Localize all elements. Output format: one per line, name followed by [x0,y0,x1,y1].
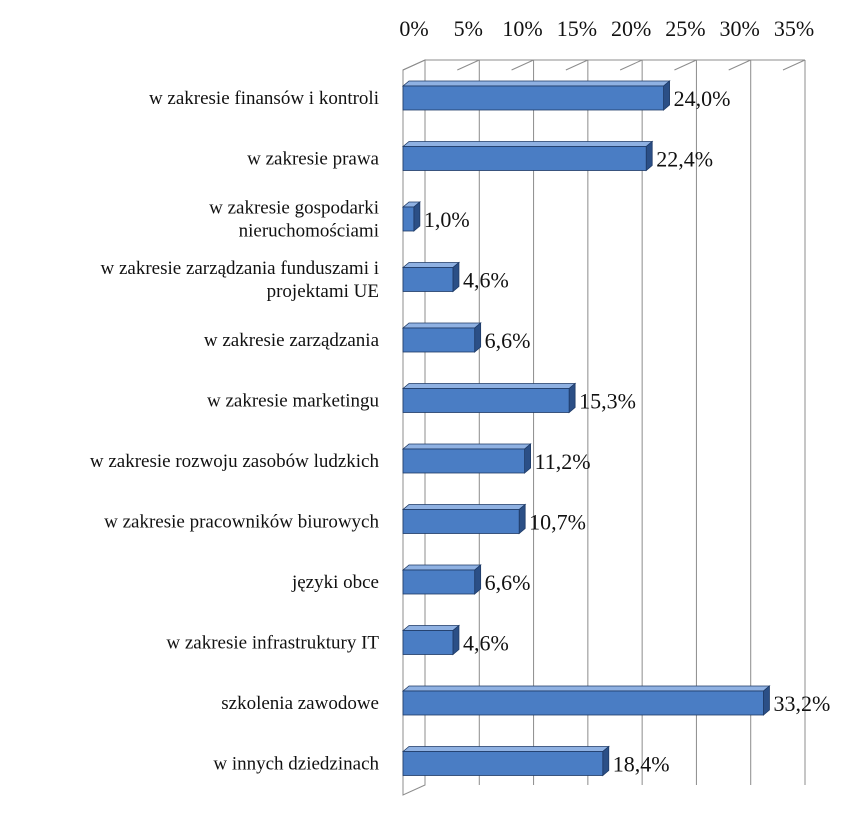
gridline-depth [511,59,534,71]
category-label: w zakresie finansów i kontroli [149,88,379,109]
gridline-depth [674,59,697,71]
category-label: w zakresie gospodarki [209,198,379,219]
bar-top [401,746,610,752]
data-label: 24,0% [674,86,731,111]
bar-side [518,503,526,535]
bar [402,690,764,716]
bar-top [401,322,482,329]
category-label: w zakresie zarządzania funduszami i [100,258,379,279]
category-label: w innych dziedzinach [213,754,379,775]
bar [402,327,476,353]
bar-side [452,261,460,293]
category-label: nieruchomościami [239,221,379,242]
bar-side [474,322,482,353]
bar [402,509,520,534]
x-tick-label: 30% [720,16,760,41]
data-label: 22,4% [656,147,713,172]
gridlines [402,59,806,785]
data-label: 1,0% [424,207,470,232]
bar [402,388,570,413]
bar [402,751,604,776]
bar-top [401,685,771,692]
x-tick-label: 10% [502,16,542,41]
bar [402,267,454,292]
bar-top [401,141,654,147]
x-tick-label: 20% [611,16,651,41]
bar-side [763,685,770,716]
bar-side [524,443,531,474]
bar-side [474,564,482,595]
bar-top [401,564,482,571]
bar [402,630,454,655]
gridline-depth [402,59,426,71]
bars [401,80,771,777]
x-tick-label: 5% [454,16,483,41]
bar-side [645,140,653,172]
gridline-depth [565,59,589,71]
data-label: 11,2% [535,449,591,474]
bar-top [401,262,461,268]
data-labels: 24,0% 22,4% 1,0% 4,6% 6,6% 15,3% 11,2% 10,7% 6,6… [424,86,830,777]
data-label: 15,3% [579,389,636,414]
gridline-depth [728,59,751,71]
bar-side [663,80,670,111]
data-label: 6,6% [485,570,531,595]
x-axis-ticks: 0% 5% 10% 15% 20% 25% 30% 35% [399,16,814,41]
data-label: 10,7% [529,510,586,535]
gridline-depth [619,59,643,71]
category-label: szkolenia zawodowe [221,693,379,714]
category-label: w zakresie zarządzania [204,330,380,351]
data-label: 6,6% [485,328,531,353]
bar-top [401,443,532,450]
category-label: w zakresie marketingu [207,391,379,412]
category-label: języki obce [291,572,379,593]
data-label: 4,6% [463,631,509,656]
category-label: w zakresie pracowników biurowych [104,512,379,533]
bar [402,448,525,474]
category-label: w zakresie prawa [247,149,379,170]
bar [402,146,647,171]
data-label: 18,4% [613,752,670,777]
x-tick-label: 15% [557,16,597,41]
data-label: 33,2% [773,691,830,716]
category-label: projektami UE [267,281,379,302]
gridline-depth [457,59,480,71]
gridline-depth [782,59,806,71]
bar [402,206,415,232]
bar-top [401,383,577,389]
data-label: 4,6% [463,268,509,293]
bar-top [401,80,671,87]
x-tick-label: 25% [665,16,705,41]
bar [402,569,476,595]
bar-top [401,504,527,510]
bar-side [413,201,421,232]
bar [402,85,664,111]
bar-top [401,625,461,631]
x-tick-label: 35% [774,16,814,41]
category-label: w zakresie rozwoju zasobów ludzkich [90,451,380,472]
x-tick-label: 0% [399,16,428,41]
bar-side [602,745,610,777]
bar-side [452,624,460,656]
category-label: w zakresie infrastruktury IT [166,633,379,654]
category-labels: w zakresie finansów i kontroli w zakresie… [90,88,380,775]
bar-side [568,382,576,414]
